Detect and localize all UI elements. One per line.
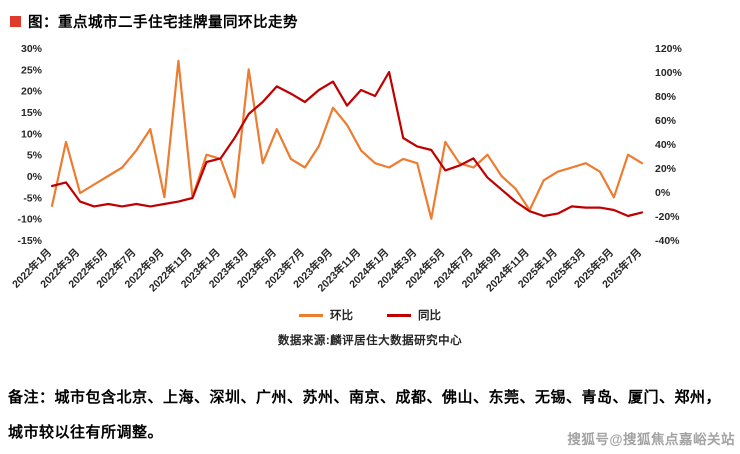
chart-title-row: 图：重点城市二手住宅挂牌量同环比走势	[10, 11, 298, 32]
yoy-line-swatch	[387, 313, 411, 317]
svg-text:-20%: -20%	[655, 211, 680, 223]
svg-text:-5%: -5%	[23, 192, 42, 204]
mom-line-swatch	[299, 313, 323, 317]
legend-item-mom: 环比	[299, 307, 353, 323]
svg-text:0%: 0%	[27, 171, 43, 183]
footnote-line-1: 备注：城市包含北京、上海、深圳、广州、苏州、南京、成都、佛山、东莞、无锡、青岛、…	[8, 389, 722, 406]
svg-text:-10%: -10%	[17, 214, 42, 226]
svg-text:5%: 5%	[27, 150, 43, 162]
svg-text:20%: 20%	[21, 86, 43, 98]
svg-text:25%: 25%	[21, 64, 43, 76]
svg-text:30%: 30%	[21, 43, 43, 55]
svg-text:120%: 120%	[655, 43, 683, 55]
legend-label-mom: 环比	[330, 310, 353, 322]
data-source-text: 数据来源:麟评居住大数据研究中心	[277, 335, 463, 347]
red-square-bullet-icon	[10, 16, 21, 27]
svg-text:0%: 0%	[655, 187, 671, 199]
svg-text:15%: 15%	[21, 107, 43, 119]
svg-text:60%: 60%	[655, 115, 677, 127]
svg-text:-40%: -40%	[655, 235, 680, 247]
chart-legend: 环比 同比	[0, 307, 740, 323]
svg-text:20%: 20%	[655, 163, 677, 175]
legend-item-yoy: 同比	[387, 307, 441, 323]
svg-text:40%: 40%	[655, 139, 677, 151]
svg-text:80%: 80%	[655, 91, 677, 103]
svg-text:100%: 100%	[655, 67, 683, 79]
legend-label-yoy: 同比	[418, 310, 441, 322]
dual-axis-line-chart: 30% 25% 20% 15% 10% 5% 0% -5% -10% -15% 120% 100% 80…	[9, 43, 683, 294]
footnote-line-2: 城市较以往有所调整。	[8, 424, 164, 441]
chart-title: 图：重点城市二手住宅挂牌量同环比走势	[28, 15, 298, 31]
watermark-text: 搜狐号@搜狐焦点嘉峪关站	[567, 432, 735, 447]
svg-text:10%: 10%	[21, 128, 43, 140]
svg-text:-15%: -15%	[17, 235, 42, 247]
